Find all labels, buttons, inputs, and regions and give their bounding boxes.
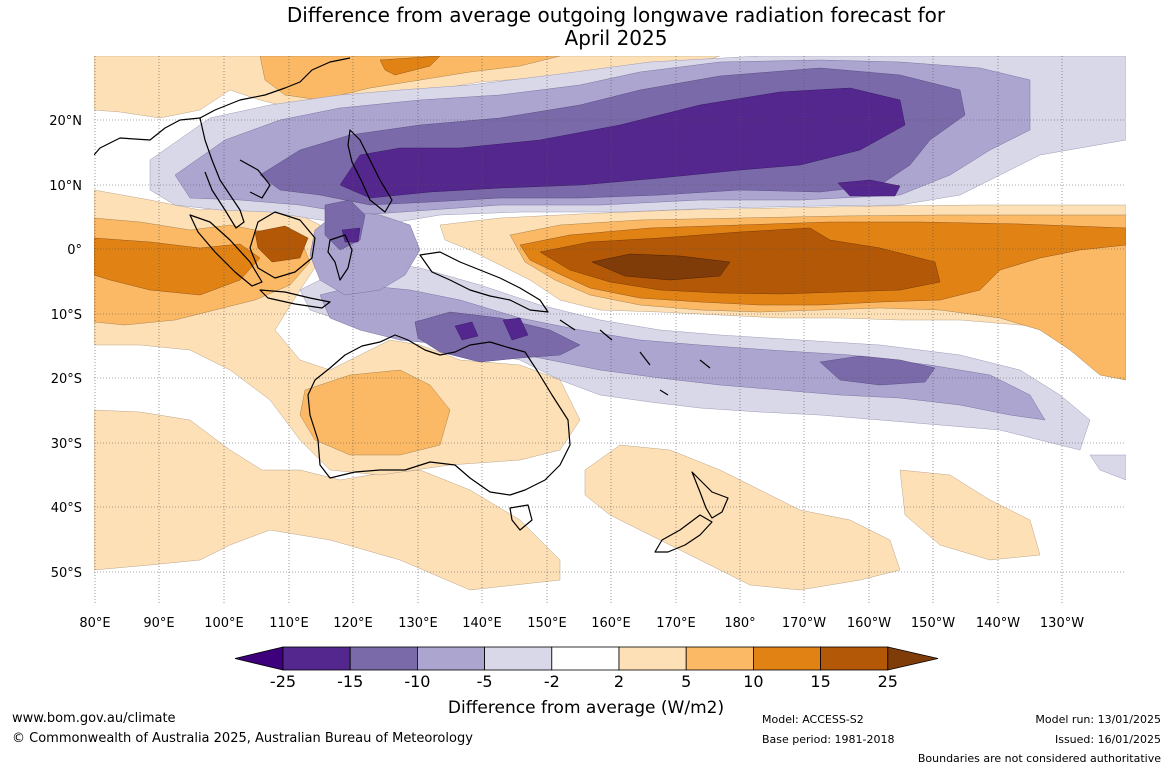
- colorbar-high-extend: [887, 646, 939, 671]
- colorbar-tick-label: 25: [878, 672, 898, 691]
- contour-light-orange-southwest: [94, 409, 561, 591]
- contour-dark-purple-south-a: [454, 321, 479, 341]
- longitude-label: 150°W: [911, 616, 955, 631]
- colorbar-segment: [820, 646, 889, 671]
- longitude-label: 130°W: [1040, 616, 1084, 631]
- contour-dark-purple-north: [339, 87, 906, 199]
- colorbar-tick-label: -5: [477, 672, 493, 691]
- colorbar-tick-label: 10: [743, 672, 763, 691]
- title-line-2: April 2025: [564, 26, 668, 50]
- coastline-philippines: [347, 129, 393, 213]
- colorbar-segment: [685, 646, 754, 671]
- longitude-label: 140°E: [462, 616, 502, 631]
- contour-light-orange-south-central: [584, 444, 901, 591]
- colorbar-title: Difference from average (W/m2): [448, 698, 724, 718]
- colorbar-segment: [753, 646, 822, 671]
- latitude-label: 50°S: [51, 566, 82, 581]
- colorbar-tick-label: -2: [544, 672, 560, 691]
- longitude-label: 160°E: [591, 616, 631, 631]
- longitude-label: 90°E: [143, 616, 174, 631]
- disclaimer-text: Boundaries are not considered authoritat…: [917, 752, 1161, 765]
- contour-dark-orange-north: [379, 56, 441, 76]
- contour-light-orange-southeast: [899, 469, 1041, 561]
- coastline-new-guinea: [419, 251, 549, 313]
- colorbar-segment: [551, 646, 620, 671]
- latitude-label: 0°: [67, 243, 82, 258]
- latitude-label: 20°N: [49, 114, 82, 129]
- longitude-labels: 80°E 90°E 100°E 110°E 120°E 130°E 140°E 150°E 16…: [79, 616, 1084, 631]
- coastline-new-zealand-north: [691, 471, 729, 519]
- base-period-text: Base period: 1981-2018: [762, 733, 895, 746]
- longitude-label: 100°E: [204, 616, 244, 631]
- latitude-label: 10°N: [49, 179, 82, 194]
- colorbar-tick-label: -10: [404, 672, 430, 691]
- colorbar-segment: [416, 646, 485, 671]
- latitude-label: 10°S: [51, 308, 82, 323]
- copyright-text: © Commonwealth of Australia 2025, Austra…: [12, 731, 473, 746]
- coastline-borneo: [249, 211, 316, 279]
- coastline-tasmania: [509, 504, 533, 531]
- longitude-label: 140°W: [976, 616, 1020, 631]
- longitude-label: 110°E: [269, 616, 309, 631]
- coastline-southeast-asia: [94, 57, 351, 229]
- contour-dark-orange-indian-ocean: [94, 237, 261, 296]
- colorbar-segment: [618, 646, 687, 671]
- contour-medium-purple-south-east: [819, 355, 936, 386]
- contour-lightest-purple-south-tail: [1089, 454, 1126, 481]
- latitude-label: 30°S: [51, 437, 82, 452]
- gridlines: [94, 56, 1126, 604]
- latitude-labels: 20°N 10°N 0° 10°S 20°S 30°S 40°S 50°S: [49, 114, 82, 581]
- contour-orange-west-australia: [299, 369, 451, 456]
- website-text: www.bom.gov.au/climate: [12, 711, 176, 726]
- colorbar: -25 -15 -10 -5 -2 2 5 10 15 25: [234, 646, 939, 691]
- issued-text: Issued: 16/01/2025: [1054, 733, 1161, 746]
- contour-dark-purple-south-b: [502, 317, 529, 341]
- model-run-text: Model run: 13/01/2025: [1035, 713, 1161, 726]
- coastline-java: [259, 289, 331, 309]
- map-title: Difference from average outgoing longwav…: [0, 4, 1173, 50]
- colorbar-segment: [484, 646, 553, 671]
- latitude-label: 20°S: [51, 372, 82, 387]
- longitude-label: 80°E: [79, 616, 110, 631]
- colorbar-segment: [349, 646, 418, 671]
- colorbar-tick-label: -25: [270, 672, 296, 691]
- contour-darker-orange-borneo: [254, 225, 309, 263]
- longitude-label: 170°W: [782, 616, 826, 631]
- model-text: Model: ACCESS-S2: [762, 713, 864, 726]
- colorbar-tick-label: 5: [681, 672, 691, 691]
- coastline-sulawesi: [327, 234, 353, 281]
- longitude-label: 170°E: [656, 616, 696, 631]
- contour-medium-purple-south: [414, 311, 581, 363]
- longitude-label: 150°E: [527, 616, 567, 631]
- latitude-label: 40°S: [51, 501, 82, 516]
- colorbar-tick-label: 2: [614, 672, 624, 691]
- coastlines: [94, 57, 729, 553]
- coastline-australia: [307, 334, 571, 496]
- longitude-label: 120°E: [333, 616, 373, 631]
- coastline-sumatra: [189, 214, 263, 287]
- longitude-label: 130°E: [398, 616, 438, 631]
- coastline-solomons-vanuatu-fiji: [559, 319, 711, 396]
- colorbar-tick-label: -15: [337, 672, 363, 691]
- title-line-1: Difference from average outgoing longwav…: [286, 3, 946, 27]
- anomaly-contours: [94, 56, 1126, 591]
- contour-darkest-orange-pacific: [591, 253, 731, 281]
- coastline-new-zealand-south: [654, 514, 713, 553]
- longitude-label: 180°: [724, 616, 755, 631]
- longitude-label: 160°W: [847, 616, 891, 631]
- contour-orange-north: [259, 56, 561, 101]
- colorbar-low-extend: [234, 646, 284, 671]
- colorbar-segment: [282, 646, 351, 671]
- colorbar-tick-label: 15: [810, 672, 830, 691]
- map-plot-area: [94, 56, 1126, 604]
